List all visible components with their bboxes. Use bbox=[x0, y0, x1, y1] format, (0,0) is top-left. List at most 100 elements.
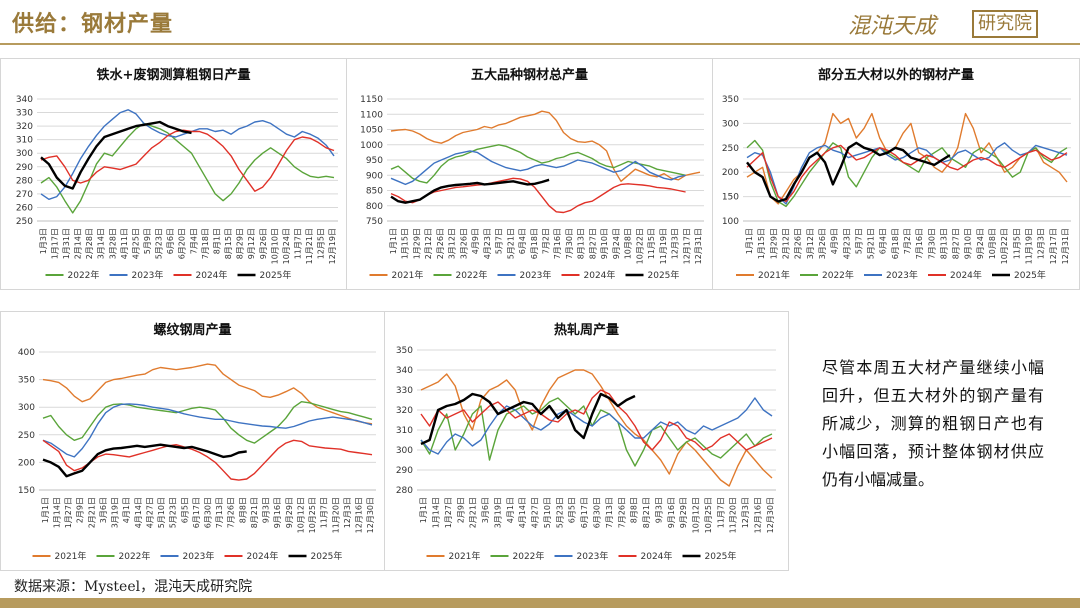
x-tick-label: 8月29日 bbox=[236, 228, 245, 259]
x-tick-label: 8月8日 bbox=[630, 497, 639, 523]
legend-label: 2022年 bbox=[456, 269, 488, 281]
x-tick-label: 7月30日 bbox=[565, 228, 574, 259]
chart-panel-five-products: 五大品种钢材总产量 750 800 850 900 950 1000 1050 1100 1150… bbox=[346, 58, 713, 290]
series-line-2022年 bbox=[42, 400, 373, 444]
chart-panel-crude-steel: 铁水+废钢测算粗钢日产量 250 260 270 280 290 300 310 320 330 3… bbox=[0, 58, 347, 290]
header-divider bbox=[0, 43, 1080, 45]
x-tick-label: 10月12日 bbox=[692, 497, 701, 533]
x-tick-label: 1月31日 bbox=[62, 228, 71, 259]
x-tick-label: 11月20日 bbox=[331, 497, 340, 533]
x-tick-label: 9月12日 bbox=[247, 228, 256, 259]
x-tick-label: 9月10日 bbox=[600, 228, 609, 259]
x-tick-label: 1月27日 bbox=[444, 497, 453, 528]
x-tick-label: 7月4日 bbox=[189, 228, 198, 254]
y-tick-label: 340 bbox=[16, 95, 33, 105]
x-tick-label: 4月23日 bbox=[483, 228, 492, 259]
x-tick-label: 5月10日 bbox=[543, 497, 552, 528]
x-tick-label: 1月1日 bbox=[389, 228, 398, 254]
y-tick-label: 950 bbox=[366, 156, 383, 166]
x-tick-label: 6月5日 bbox=[568, 497, 577, 523]
y-tick-label: 300 bbox=[18, 403, 35, 413]
y-tick-label: 330 bbox=[396, 386, 413, 396]
y-tick-label: 900 bbox=[366, 171, 383, 181]
y-tick-label: 310 bbox=[16, 136, 33, 146]
x-tick-label: 12月31日 bbox=[694, 228, 703, 264]
series-line-2024年 bbox=[390, 177, 686, 214]
x-tick-label: 12月31日 bbox=[1061, 228, 1070, 264]
y-tick-label: 1000 bbox=[360, 141, 383, 151]
x-tick-label: 7月2日 bbox=[903, 228, 912, 254]
x-tick-label: 11月7日 bbox=[320, 497, 329, 528]
y-tick-label: 270 bbox=[16, 190, 33, 200]
series-line-2025年 bbox=[390, 178, 550, 204]
x-tick-label: 12月17日 bbox=[1049, 228, 1058, 264]
y-tick-label: 350 bbox=[18, 376, 35, 386]
y-tick-label: 280 bbox=[16, 176, 33, 186]
x-tick-label: 3月14日 bbox=[97, 228, 106, 259]
y-tick-label: 290 bbox=[396, 466, 413, 476]
y-tick-label: 150 bbox=[722, 193, 739, 203]
x-tick-label: 10月8日 bbox=[988, 228, 997, 259]
chart-svg: 热轧周产量 280 290 300 310 320 330 340 350 1月1日 1月14日 1月… bbox=[396, 322, 776, 562]
series-line-2023年 bbox=[42, 403, 373, 458]
y-tick-label: 250 bbox=[722, 144, 739, 154]
x-tick-label: 11月20日 bbox=[729, 497, 738, 533]
x-tick-label: 11月7日 bbox=[716, 497, 725, 528]
x-tick-label: 6月30日 bbox=[204, 497, 213, 528]
y-tick-label: 350 bbox=[722, 95, 739, 105]
series-line-2025年 bbox=[42, 443, 247, 478]
data-source: 数据来源：Mysteel，混沌天成研究院 bbox=[14, 579, 253, 595]
commentary-text: 尽管本周五大材产量继续小幅回升，但五大材外的钢产量有所减少，测算的粗钢日产也有小… bbox=[822, 358, 1044, 489]
y-tick-label: 260 bbox=[16, 203, 33, 213]
x-tick-label: 1月17日 bbox=[50, 228, 59, 259]
x-tick-label: 7月30日 bbox=[927, 228, 936, 259]
series-line-2024年 bbox=[40, 129, 335, 192]
x-tick-label: 1月14日 bbox=[52, 497, 61, 528]
series-line-2021年 bbox=[42, 363, 373, 425]
x-tick-label: 10月24日 bbox=[282, 228, 291, 264]
chart-title: 螺纹钢周产量 bbox=[153, 322, 231, 338]
x-tick-label: 7月13日 bbox=[605, 497, 614, 528]
x-tick-label: 9月29日 bbox=[679, 497, 688, 528]
legend-label: 2023年 bbox=[183, 550, 215, 562]
x-tick-label: 4月25日 bbox=[131, 228, 140, 259]
x-tick-label: 8月27日 bbox=[952, 228, 961, 259]
x-tick-label: 7月13日 bbox=[215, 497, 224, 528]
series-line-2025年 bbox=[40, 120, 192, 190]
x-tick-label: 1月29日 bbox=[769, 228, 778, 259]
x-tick-label: 2月21日 bbox=[87, 497, 96, 528]
x-tick-label: 4月27日 bbox=[145, 497, 154, 528]
x-tick-label: 2月14日 bbox=[74, 228, 83, 259]
x-tick-label: 6月6日 bbox=[166, 228, 175, 254]
y-tick-label: 300 bbox=[722, 119, 739, 129]
x-tick-label: 10月10日 bbox=[270, 228, 279, 264]
x-tick-label: 10月25日 bbox=[308, 497, 317, 533]
x-tick-label: 7月2日 bbox=[542, 228, 551, 254]
y-tick-label: 1150 bbox=[360, 95, 383, 105]
x-tick-label: 1月14日 bbox=[432, 497, 441, 528]
series-line-2025年 bbox=[420, 392, 636, 446]
series-line-2023年 bbox=[420, 397, 773, 455]
x-tick-label: 3月26日 bbox=[459, 228, 468, 259]
x-tick-label: 1月15日 bbox=[757, 228, 766, 259]
x-tick-label: 9月26日 bbox=[259, 228, 268, 259]
x-tick-label: 1月1日 bbox=[41, 497, 50, 523]
x-tick-label: 11月19日 bbox=[1024, 228, 1033, 264]
x-tick-label: 5月7日 bbox=[495, 228, 504, 254]
y-tick-label: 250 bbox=[18, 431, 35, 441]
y-tick-label: 1100 bbox=[360, 110, 383, 120]
legend-label: 2025年 bbox=[705, 550, 737, 562]
x-tick-label: 8月13日 bbox=[577, 228, 586, 259]
series-line-2022年 bbox=[746, 139, 1068, 208]
chart-title: 铁水+废钢测算粗钢日产量 bbox=[96, 67, 251, 83]
x-tick-label: 4月14日 bbox=[518, 497, 527, 528]
series-line-2023年 bbox=[390, 150, 686, 186]
x-tick-label: 3月6日 bbox=[481, 497, 490, 523]
series-line-2024年 bbox=[746, 144, 1068, 203]
y-tick-label: 330 bbox=[16, 109, 33, 119]
x-tick-label: 4月14日 bbox=[134, 497, 143, 528]
header: 供给：钢材产量 混沌天成 研究院 bbox=[0, 0, 1080, 46]
legend-label: 2022年 bbox=[513, 550, 545, 562]
chart-title: 部分五大材以外的钢材产量 bbox=[818, 67, 974, 83]
